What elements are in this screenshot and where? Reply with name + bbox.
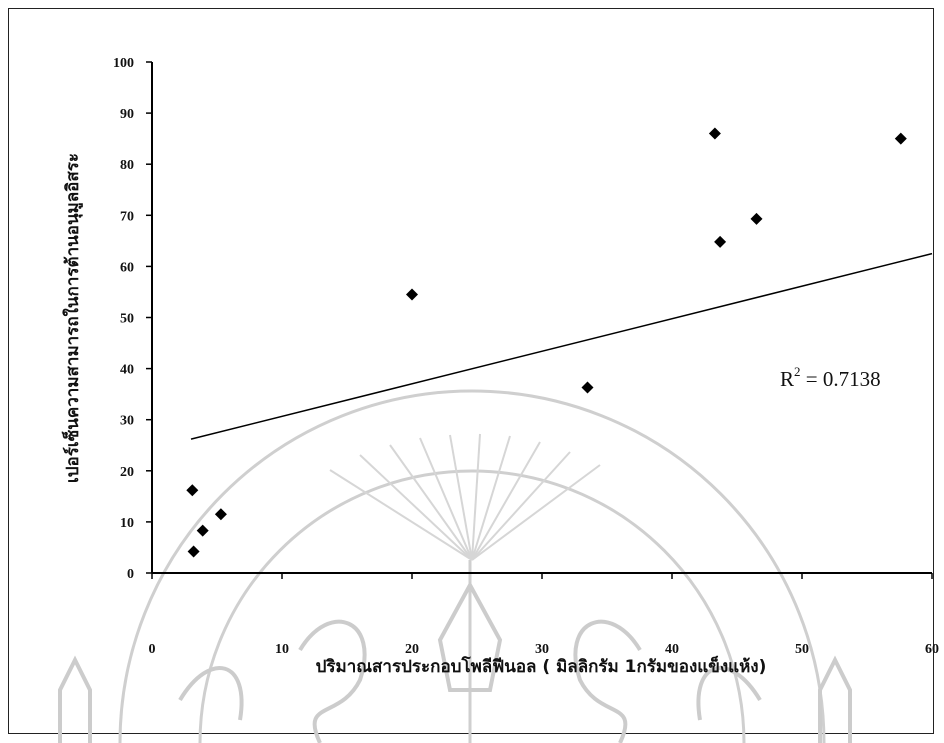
- data-point-diamond: [894, 132, 907, 145]
- data-point-diamond: [406, 288, 418, 301]
- y-tick-label: 40: [120, 363, 134, 378]
- axes: [151, 62, 932, 574]
- data-point-diamond: [214, 508, 227, 521]
- x-tick-label: 20: [405, 642, 419, 657]
- x-tick-label: 40: [665, 642, 679, 657]
- x-tick-label: 60: [925, 642, 939, 657]
- y-tick-label: 100: [113, 56, 134, 71]
- y-tick-label: 50: [120, 312, 134, 327]
- x-tick-label: 10: [275, 642, 289, 657]
- data-point-diamond: [196, 524, 209, 537]
- data-point-diamond: [186, 484, 199, 497]
- seal-ornaments: [58, 580, 852, 743]
- x-axis-title: ปริมาณสารประกอบโพลีฟีนอล ( มิลลิกรัม 1กร…: [316, 654, 767, 677]
- data-point-diamond: [708, 127, 721, 140]
- seal-rays: [118, 389, 826, 743]
- y-tick-label: 30: [120, 414, 134, 429]
- y-tick-label: 20: [120, 465, 134, 480]
- y-tick-label: 10: [120, 516, 134, 531]
- x-tick-label: 50: [795, 642, 809, 657]
- y-tick-label: 90: [120, 107, 134, 122]
- y-tick-label: 80: [120, 158, 134, 173]
- x-tick-label: 0: [149, 642, 156, 657]
- y-axis-title: เปอร์เซ็นความสามารถในการต้านอนุมูลอิสระ: [60, 153, 84, 483]
- x-tick-label: 30: [535, 642, 549, 657]
- y-tick-label: 0: [127, 567, 134, 582]
- y-tick-label: 60: [120, 260, 134, 275]
- trendline: [190, 252, 933, 440]
- r-squared-annotation: R2 = 0.7138: [780, 364, 881, 391]
- data-point-diamond: [714, 235, 727, 248]
- y-axis-ticks: 0 10 20 30 40 50 60 70 80 90 100: [113, 56, 152, 582]
- data-point-diamond: [187, 545, 200, 558]
- y-tick-label: 70: [120, 209, 134, 224]
- x-axis-ticks: 0 10 20 30 40 50 60: [149, 573, 939, 657]
- data-point-diamond: [750, 212, 763, 225]
- seal-sunburst: [329, 433, 601, 561]
- data-point-diamond: [581, 381, 594, 394]
- data-points: [186, 127, 907, 558]
